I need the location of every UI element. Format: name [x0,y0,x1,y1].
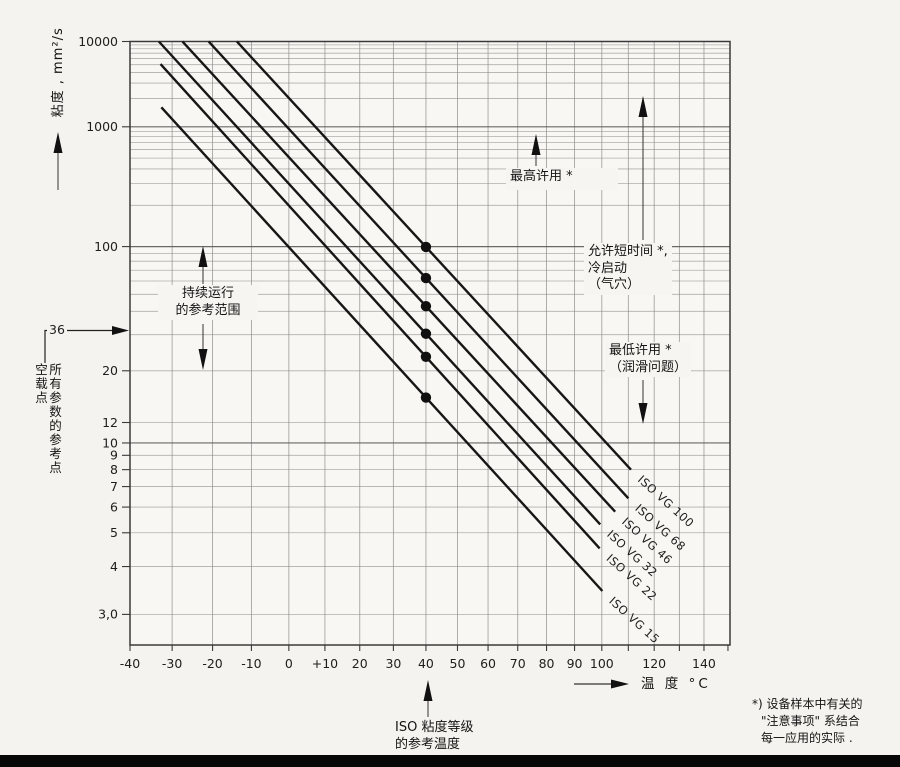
annotation-short-time-line1: 允许短时间 *, [588,244,668,259]
annotation-short-time-line3: （气穴） [588,277,641,293]
max-permissible-arrow [531,134,541,155]
page-bottom-black-bar [0,755,900,767]
annotation-ref-temp-line2: 的参考温度 [395,736,461,752]
x-tick-label: 80 [539,656,555,671]
vg-line-15 [160,106,604,592]
y-tick-label: 1000 [86,119,118,134]
x-tick-label: 100 [590,656,614,671]
annotation-max-permissible: 最高许用 * [506,168,618,190]
no-load-bracket [44,329,112,363]
x-tick-label: 0 [285,656,293,671]
vg-reference-dot-15 [420,392,432,403]
x-tick-label: 20 [352,656,368,671]
y-tick-label: 10 [102,435,118,450]
continuous-range-lower-arrow [198,349,208,370]
y-tick-label: 12 [102,415,118,430]
vg-reference-dot-32 [420,328,432,339]
y-tick-label: 3,0 [98,607,118,622]
x-tick-label: 90 [567,656,583,671]
x-tick-label: 140 [692,656,716,671]
x-tick-label: -20 [202,656,222,671]
annotation-continuous-line2: 的参考范围 [175,302,241,318]
y-tick-label: 6 [110,499,118,514]
annotation-continuous-operation: 持续运行 的参考范围 [158,285,258,321]
vg-line-46 [181,40,617,513]
vg-reference-dot-68 [420,272,432,284]
annotation-max-permissible-text: 最高许用 * [510,169,573,184]
y-tick-label: 7 [110,479,118,494]
vg-reference-dot-22 [420,351,432,362]
annotation-ref-temp-line1: ISO 粘度等级 [395,720,474,735]
plot-frame [129,40,731,646]
min-permissible-arrow [638,403,648,424]
vg-line-32 [157,40,602,526]
y-tick-label: 5 [110,525,118,540]
y-tick-label: 8 [110,462,118,477]
annotation-min-line1: 最低许用 * [609,343,672,358]
y-tick-label: 9 [110,448,118,463]
vg-line-68 [207,40,630,500]
annotation-continuous-line1: 持续运行 [181,286,234,301]
no-load-reference-label: 所有参数的参考点 [47,363,62,475]
continuous-range-upper-arrow [198,246,208,267]
short-time-region-arrow [638,96,648,117]
no-load-viscosity-marker: 36 [47,322,67,337]
y-tick-label: 4 [110,559,118,574]
annotation-short-time-cold-start: 允许短时间 *, 冷启动 （气穴） [584,243,672,295]
footnote: *) 设备样本中有关的 "注意事项" 系结合 每一应用的实际 . [748,695,867,747]
footnote-line3: 每一应用的实际 . [761,730,853,745]
vg-reference-dot-46 [420,300,432,312]
annotation-short-time-line2: 冷启动 [588,260,628,276]
x-tick-label: 120 [642,656,666,671]
y-axis-title: 粘度 , mm²/s [51,27,67,118]
reference-temperature-arrow [423,680,433,701]
vg-line-22 [159,63,601,550]
x-tick-label: -30 [162,656,182,671]
x-axis-title: 温 度 °C [641,676,711,692]
x-tick-label: 30 [385,656,401,671]
footnote-line1: *) 设备样本中有关的 [752,697,863,711]
temperature-axis-arrow [611,679,629,689]
x-tick-label: 40 [418,656,434,671]
x-tick-label: 60 [480,656,496,671]
y-tick-label: 20 [102,363,118,378]
y-tick-label: 10000 [78,34,118,49]
y-axis-direction-arrow [53,132,63,153]
annotation-iso-reference-temperature: ISO 粘度等级 的参考温度 [391,719,477,754]
annotation-min-permissible: 最低许用 * （润滑问题） [605,342,692,378]
no-load-arrow [112,326,129,335]
x-tick-label: 50 [450,656,466,671]
x-tick-label: -40 [120,656,140,671]
x-tick-label: 70 [510,656,526,671]
annotation-min-line2: （润滑问题） [609,359,688,375]
x-tick-label: -10 [241,656,261,671]
footnote-line2: "注意事项" 系结合 [761,713,860,728]
no-load-point-label: 空载点 [33,363,48,405]
vg-reference-dot-100 [420,241,432,253]
y-tick-label: 100 [94,239,118,254]
x-tick-label: +10 [312,656,338,671]
vg-line-100 [235,40,632,471]
